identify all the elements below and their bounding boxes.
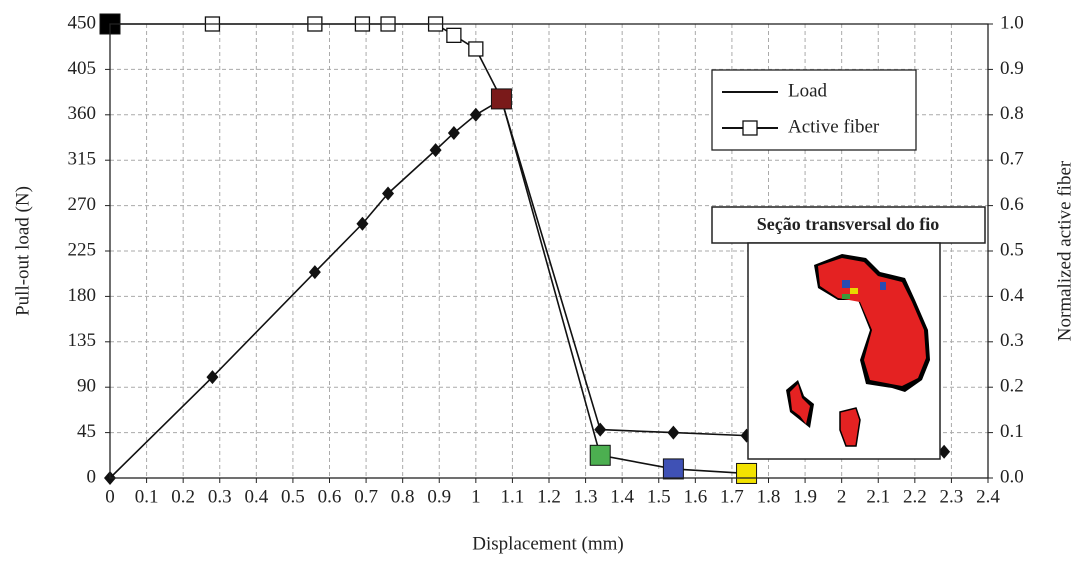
- blob-dot: [842, 280, 850, 288]
- legend-label: Load: [788, 80, 828, 101]
- x-tick-label: 0.3: [208, 486, 232, 507]
- y2-tick-label: 0.6: [1000, 194, 1024, 215]
- blob-dot: [880, 282, 886, 290]
- x-tick-label: 1: [471, 486, 481, 507]
- diamond-marker: [667, 426, 679, 440]
- legend-label: Active fiber: [788, 116, 880, 137]
- y2-tick-label: 1.0: [1000, 12, 1024, 33]
- x-tick-label: 1.2: [537, 486, 561, 507]
- y2-axis-label: Normalized active fiber: [1054, 160, 1075, 341]
- legend-marker: [743, 121, 757, 135]
- y-tick-label: 180: [68, 285, 97, 306]
- y-tick-label: 270: [68, 194, 97, 215]
- y-tick-label: 315: [68, 149, 97, 170]
- x-tick-label: 1.4: [610, 486, 634, 507]
- x-tick-label: 1.1: [501, 486, 525, 507]
- square-marker: [447, 28, 461, 42]
- x-tick-label: 0: [105, 486, 115, 507]
- x-tick-label: 0.6: [318, 486, 342, 507]
- x-tick-label: 1.7: [720, 486, 744, 507]
- blob-dot: [842, 294, 850, 299]
- x-tick-label: 1.9: [793, 486, 817, 507]
- y2-tick-label: 0.1: [1000, 421, 1024, 442]
- x-tick-label: 1.6: [683, 486, 707, 507]
- x-axis-label: Displacement (mm): [472, 533, 623, 554]
- x-tick-label: 0.8: [391, 486, 415, 507]
- y2-tick-label: 0.2: [1000, 376, 1024, 397]
- y-tick-label: 450: [68, 12, 97, 33]
- x-tick-label: 2.1: [866, 486, 890, 507]
- y2-tick-label: 0.7: [1000, 149, 1024, 170]
- y-tick-label: 360: [68, 103, 97, 124]
- diamond-marker: [470, 108, 482, 122]
- series-line: [110, 24, 747, 473]
- diamond-marker: [594, 423, 606, 437]
- y-tick-label: 45: [77, 421, 96, 442]
- y2-tick-label: 0.5: [1000, 239, 1024, 260]
- y2-tick-label: 0.4: [1000, 285, 1024, 306]
- highlight-marker: [491, 89, 511, 109]
- inset: Seção transversal do fio: [712, 207, 985, 459]
- y-axis-label: Pull-out load (N): [12, 186, 33, 316]
- y-tick-label: 225: [68, 239, 97, 260]
- y2-tick-label: 0.3: [1000, 330, 1024, 351]
- x-tick-label: 0.1: [135, 486, 159, 507]
- x-tick-label: 2.4: [976, 486, 1000, 507]
- x-tick-label: 2.3: [940, 486, 964, 507]
- y-tick-label: 405: [68, 58, 97, 79]
- highlight-marker: [737, 463, 757, 483]
- y2-tick-label: 0.9: [1000, 58, 1024, 79]
- x-tick-label: 2.2: [903, 486, 927, 507]
- x-tick-label: 0.2: [171, 486, 195, 507]
- highlight-marker: [590, 445, 610, 465]
- highlight-marker: [663, 459, 683, 479]
- x-tick-label: 2: [837, 486, 847, 507]
- y-tick-label: 135: [68, 330, 97, 351]
- blob-dot: [850, 288, 858, 294]
- x-tick-label: 1.3: [574, 486, 598, 507]
- x-tick-label: 0.9: [427, 486, 451, 507]
- y2-tick-label: 0.8: [1000, 103, 1024, 124]
- y2-tick-label: 0.0: [1000, 466, 1024, 487]
- x-tick-label: 0.7: [354, 486, 378, 507]
- inset-title: Seção transversal do fio: [757, 214, 939, 234]
- x-tick-label: 0.4: [244, 486, 268, 507]
- square-marker: [469, 42, 483, 56]
- x-tick-label: 1.8: [757, 486, 781, 507]
- x-tick-label: 0.5: [281, 486, 305, 507]
- y-tick-label: 0: [87, 466, 97, 487]
- y-tick-label: 90: [77, 376, 96, 397]
- x-tick-label: 1.5: [647, 486, 671, 507]
- chart: Displacement (mm) Pull-out load (N) Norm…: [0, 0, 1081, 560]
